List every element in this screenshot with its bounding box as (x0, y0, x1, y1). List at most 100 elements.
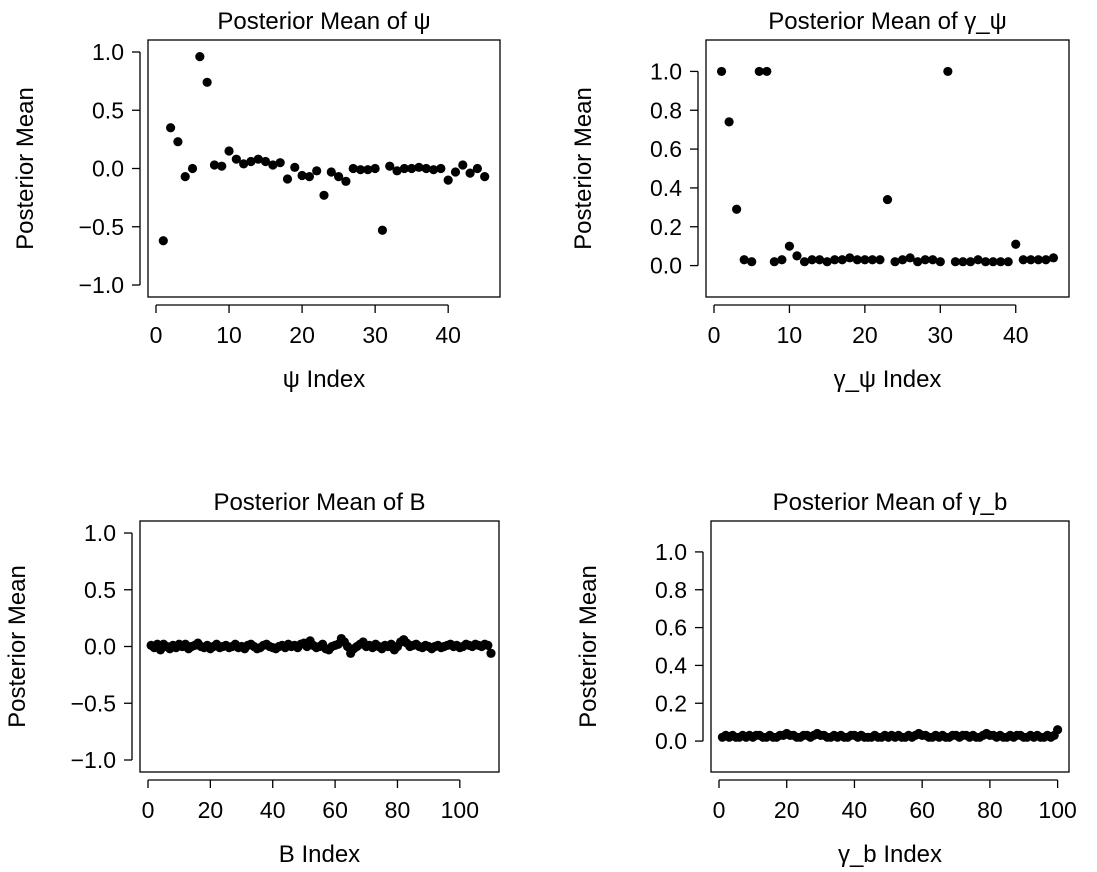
y-tick-label: −1.0 (79, 272, 124, 298)
data-point (246, 156, 256, 167)
data-point (905, 253, 915, 263)
data-point (202, 77, 212, 87)
data-point (950, 257, 960, 267)
y-tick-label: 0.0 (92, 156, 124, 182)
data-point (1003, 257, 1013, 267)
data-point (173, 137, 183, 147)
data-point (1048, 253, 1059, 263)
data-point (209, 160, 220, 170)
x-tick-label: 0 (713, 797, 726, 823)
data-point (882, 194, 893, 205)
x-tick-label: 0 (708, 322, 721, 348)
data-point (807, 255, 817, 265)
y-tick-label: 0.6 (650, 136, 682, 162)
x-tick-label: 20 (774, 797, 800, 823)
x-tick-label: 0 (142, 797, 155, 823)
x-tick-label: 80 (385, 797, 411, 823)
y-tick-label: −0.5 (79, 214, 124, 240)
y-tick-label: 0.4 (650, 175, 682, 201)
data-point (792, 251, 802, 261)
data-point (1053, 725, 1063, 735)
y-tick-label: 0.2 (650, 214, 682, 240)
data-point (377, 225, 388, 235)
data-point (777, 255, 787, 265)
data-point (815, 255, 825, 265)
data-point (355, 165, 366, 175)
data-point (370, 163, 380, 174)
x-tick-label: 20 (852, 322, 878, 348)
data-point (890, 257, 900, 267)
data-point (830, 255, 840, 265)
data-point (363, 165, 373, 175)
data-point (973, 255, 983, 265)
chart-panel-gamma-psi: Posterior Mean of γ_ψ 0 10 20 30 40 0.0 0.2 0.4 0… (570, 8, 1070, 393)
data-point (268, 160, 278, 170)
data-point (275, 158, 285, 168)
x-tick-label: 60 (322, 797, 348, 823)
y-tick-label: 0.6 (655, 615, 687, 641)
x-axis-label: γ_ψ Index (834, 366, 942, 393)
data-point (822, 257, 832, 267)
y-tick-label: 0.0 (655, 728, 687, 754)
x-tick-label: 40 (1003, 322, 1029, 348)
x-tick-label: 20 (289, 322, 315, 348)
data-point (852, 255, 862, 265)
data-point (399, 163, 409, 174)
y-tick-label: −0.5 (71, 690, 116, 716)
data-point (1011, 239, 1021, 249)
data-point (965, 257, 976, 267)
plot-frame (139, 520, 500, 773)
data-point (341, 176, 351, 186)
data-point (282, 174, 293, 184)
y-tick-label: 0.5 (92, 97, 124, 123)
y-tick-label: 0.4 (655, 652, 687, 678)
data-point (837, 255, 847, 265)
data-point (1033, 255, 1043, 265)
y-axis-label: Posterior Mean (4, 565, 31, 728)
data-point (483, 640, 493, 650)
x-axis-label: ψ Index (283, 366, 366, 393)
data-point (217, 161, 227, 171)
data-point (762, 66, 772, 77)
y-tick-label: 0.0 (84, 634, 116, 660)
data-point (304, 172, 314, 182)
data-point (231, 154, 241, 164)
data-point (716, 66, 727, 77)
data-point (158, 236, 168, 246)
data-point (732, 204, 742, 214)
data-point (769, 257, 779, 267)
x-axis-label: γ_b Index (838, 841, 942, 868)
data-point (988, 257, 998, 267)
data-point (724, 117, 734, 127)
data-point (1026, 255, 1036, 265)
data-point (799, 257, 810, 267)
chart-title: Posterior Mean of γ_ψ (768, 8, 1007, 35)
chart-panel-psi: Posterior Mean of ψ 0 10 20 30 40 −1.0 −0.5 0.0 0… (12, 8, 501, 393)
chart-title: Posterior Mean of γ_b (773, 489, 1008, 516)
y-tick-label: 1.0 (650, 58, 682, 84)
chart-title: Posterior Mean of B (213, 489, 425, 516)
data-point (486, 648, 496, 658)
data-point (260, 156, 271, 167)
data-point (443, 175, 453, 185)
data-point (472, 163, 482, 174)
chart-panel-gamma-b: Posterior Mean of γ_b 0 20 40 60 80 100 0.0 0.2 0… (575, 489, 1077, 868)
data-point (867, 255, 878, 265)
data-point (897, 255, 908, 265)
data-point (920, 255, 930, 265)
data-point (875, 255, 885, 265)
x-tick-label: 80 (977, 797, 1003, 823)
x-tick-label: 40 (435, 322, 461, 348)
x-tick-label: 10 (216, 322, 242, 348)
data-point (166, 123, 176, 133)
x-tick-label: 20 (198, 797, 224, 823)
data-point (253, 154, 263, 164)
data-point (436, 163, 446, 174)
data-point (180, 172, 190, 182)
data-point (465, 168, 475, 178)
data-point (845, 253, 855, 263)
y-tick-label: 1.0 (84, 520, 116, 546)
y-axis-label: Posterior Mean (12, 87, 39, 250)
data-point (996, 257, 1006, 267)
x-tick-label: 30 (928, 322, 954, 348)
